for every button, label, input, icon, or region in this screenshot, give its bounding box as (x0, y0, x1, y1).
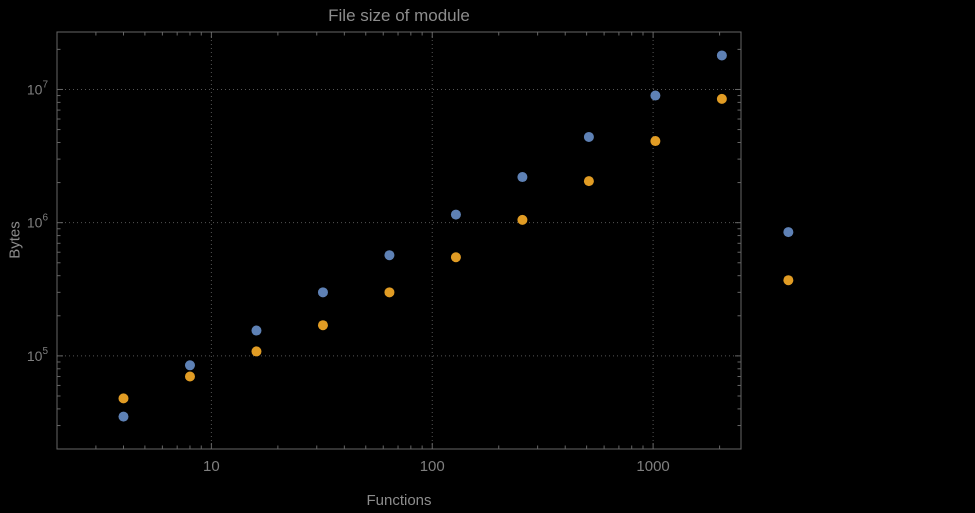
data-point-blue-series (517, 172, 528, 183)
data-point-orange-series (251, 346, 262, 357)
data-point-orange-series (583, 176, 594, 187)
y-tick-label: 107 (27, 79, 49, 97)
data-point-orange-series (184, 371, 195, 382)
data-point-blue-series (716, 50, 727, 61)
data-point-orange-series (118, 393, 129, 404)
chart-title: File size of module (328, 6, 470, 25)
y-axis-label: Bytes (6, 221, 24, 259)
data-point-blue-series (783, 227, 794, 238)
data-point-orange-series (450, 252, 461, 263)
y-tick-label: 106 (27, 213, 49, 231)
plot-frame (56, 31, 742, 450)
data-point-blue-series (650, 90, 661, 101)
data-point-blue-series (583, 131, 594, 142)
x-axis-label: Functions (366, 492, 432, 509)
data-point-blue-series (384, 250, 395, 261)
x-tick-label: 100 (420, 458, 445, 475)
y-tick-label: 105 (27, 346, 49, 364)
data-point-orange-series (783, 275, 794, 286)
data-point-orange-series (384, 287, 395, 298)
data-point-blue-series (118, 411, 129, 422)
data-point-blue-series (450, 209, 461, 220)
data-point-orange-series (317, 320, 328, 331)
data-point-orange-series (517, 214, 528, 225)
x-tick-label: 1000 (636, 458, 669, 475)
data-point-orange-series (716, 93, 727, 104)
data-point-blue-series (317, 287, 328, 298)
data-point-blue-series (184, 360, 195, 371)
data-point-orange-series (650, 136, 661, 147)
x-tick-label: 10 (203, 458, 220, 475)
data-point-blue-series (251, 325, 262, 336)
